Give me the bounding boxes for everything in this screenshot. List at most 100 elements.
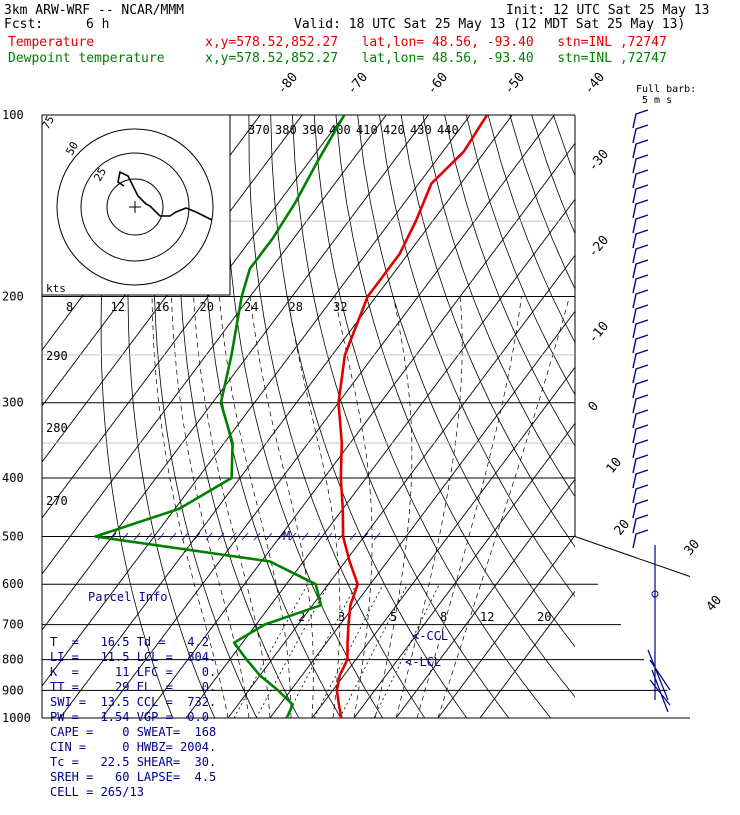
wind-barb: [632, 169, 649, 189]
wind-barbs: [632, 109, 671, 713]
isotherm-label: -60: [425, 70, 452, 98]
wind-barb: [632, 484, 649, 504]
isotherm-line: [101, 115, 555, 718]
hodograph-ring-label: 25: [91, 166, 109, 184]
moist-adiabat: [334, 296, 373, 718]
wind-barb: [632, 394, 649, 414]
isentrope-label: 440: [437, 123, 459, 137]
hatch-tick: [241, 532, 249, 541]
isotherm-label: -30: [586, 147, 613, 175]
parcel-row: CIN = 0 HWBZ= 2004.: [50, 740, 217, 754]
isotherm-line: [395, 478, 575, 718]
isentrope-label: 390: [302, 123, 324, 137]
isentrope-label: 280: [46, 421, 68, 435]
wind-barb: [632, 499, 649, 519]
mixing-ratio-label: 8: [66, 300, 73, 314]
forecast-label: Fcst:: [4, 17, 44, 32]
hatch-tick: [265, 532, 273, 541]
hatch-tick: [325, 532, 333, 541]
hodograph-units: kts: [46, 282, 66, 295]
dry-adiabat: [225, 115, 384, 718]
hodograph-frame: [41, 114, 231, 296]
temperature-profile: [335, 115, 489, 718]
hatch-tick: [289, 532, 297, 541]
isotherm-line: [227, 254, 575, 718]
isotherm-label: -40: [582, 70, 609, 98]
isotherm-line: [59, 115, 513, 718]
dry-adiabat: [597, 115, 740, 718]
hatch-tick: [277, 532, 285, 541]
parcel-row: PW = 1.54 VGP = 0.0: [50, 710, 209, 724]
pressure-label: 400: [2, 471, 24, 485]
hatch-tick: [313, 532, 321, 541]
parcel-row: T = 16.5 Td = 4.2: [50, 635, 209, 649]
wind-barb: [632, 424, 649, 444]
dry-adiabat: [444, 115, 575, 447]
parcel-row: LI = 11.5 LCL = 804.: [50, 650, 217, 664]
isotherm-label: -70: [345, 70, 372, 98]
wind-barb: [632, 184, 649, 204]
wind-barb: [632, 529, 649, 549]
dry-adiabat: [509, 115, 575, 290]
isentrope-label: 410: [356, 123, 378, 137]
mixing-ratio-label: 32: [333, 300, 347, 314]
isotherm-line: [311, 366, 575, 718]
isentrope-label: 430: [410, 123, 432, 137]
moist-adiabat: [249, 296, 314, 718]
ccl-annotation: <-CCL: [412, 629, 448, 643]
pressure-label: 1000: [2, 711, 31, 725]
profiles: [94, 115, 489, 718]
wind-barb: [632, 319, 649, 339]
isotherm-line: [353, 422, 575, 718]
wind-barb: [632, 304, 649, 324]
dry-adiabat: [552, 115, 575, 177]
hatch-tick: [373, 532, 381, 541]
isotherm-label: 30: [682, 537, 704, 559]
dewpoint-profile: [94, 115, 346, 718]
mixing-ratio-line: [233, 584, 308, 718]
isotherm-label: -10: [586, 319, 613, 347]
isotherm-label: -20: [586, 233, 613, 261]
mixing-ratio-label: 16: [155, 300, 169, 314]
hatch-tick: [121, 532, 129, 541]
isentrope-label: 370: [248, 123, 270, 137]
wind-barb: [632, 454, 649, 474]
mixing-ratio-label: 12: [111, 300, 125, 314]
isotherm-label: 0: [586, 399, 603, 415]
dry-adiabat: [487, 115, 575, 344]
hatch-tick: [193, 532, 201, 541]
wind-barb: [632, 214, 649, 234]
parcel-marker: M: [283, 529, 290, 543]
pressure-label: 100: [2, 108, 24, 122]
wind-barb: [632, 244, 649, 264]
parcel-row: CELL = 265/13: [50, 785, 144, 799]
hatch-tick: [253, 532, 261, 541]
wind-barb: [632, 154, 649, 174]
isentrope-label: 420: [383, 123, 405, 137]
hodograph-ring-label: 75: [39, 114, 57, 132]
isotherm-label: -80: [275, 70, 302, 98]
wind-calm-circle: [651, 590, 659, 598]
hodograph-ring: [56, 128, 214, 286]
mixing-ratio-label: 20: [200, 300, 214, 314]
pressure-label: 300: [2, 396, 24, 410]
mixing-ratio-label: 28: [289, 300, 303, 314]
parcel-row: SWI = 13.5 CCL = 732.: [50, 695, 217, 709]
isotherm-line: [437, 534, 575, 718]
wind-barb: [632, 109, 649, 129]
mixing-ratio-label: 3: [338, 610, 345, 624]
isotherm-line: [42, 115, 429, 631]
pressure-label: 800: [2, 653, 24, 667]
hatch-tick: [229, 532, 237, 541]
wind-barb: [632, 469, 649, 489]
wind-barb: [632, 364, 649, 384]
hatch-tick: [169, 532, 177, 541]
pressure-label: 600: [2, 577, 24, 591]
dry-adiabat: [465, 115, 575, 396]
hatch-tick: [157, 532, 165, 541]
dewpoint-legend: Dewpoint temperature: [8, 51, 165, 66]
wind-barb: [632, 514, 649, 534]
isotherm-line: [185, 198, 575, 718]
wind-barb: [632, 124, 649, 144]
